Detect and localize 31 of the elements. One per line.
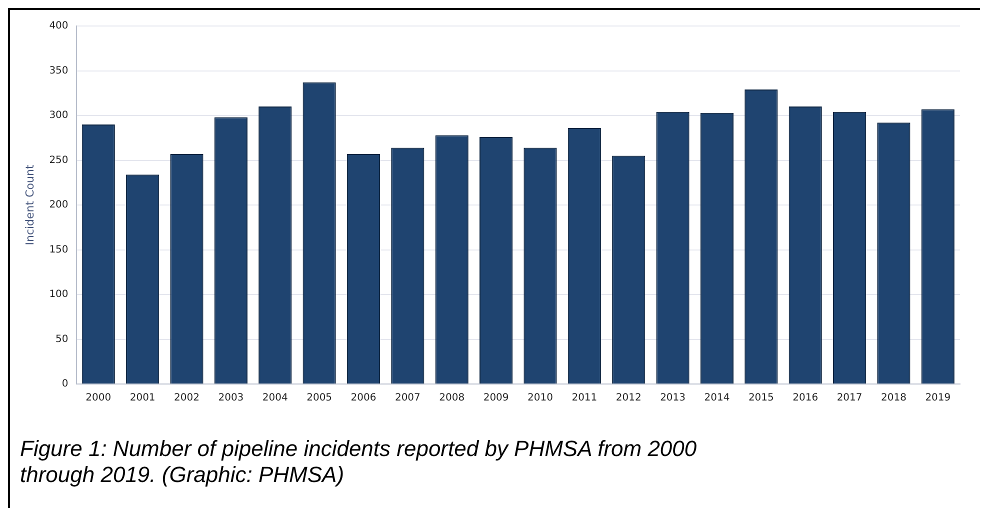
x-tick-label: 2007 [394, 392, 420, 404]
x-tick-label: 2018 [880, 392, 906, 404]
y-tick-label: 350 [49, 65, 68, 76]
y-tick-label: 300 [49, 110, 68, 122]
x-tick-label: 2017 [836, 392, 862, 404]
x-tick-label: 2011 [572, 392, 598, 404]
x-tick-label: 2012 [616, 392, 642, 404]
x-tick-label: 2005 [306, 392, 332, 404]
x-tick-label: 2004 [262, 392, 288, 404]
x-tick-label: 2014 [704, 392, 730, 404]
x-tick-label: 2006 [350, 392, 376, 404]
x-tick-label: 2015 [748, 392, 774, 404]
y-tick-label: 400 [49, 20, 68, 32]
y-tick-label: 150 [49, 244, 68, 256]
x-tick-label: 2010 [528, 392, 553, 404]
y-tick-label: 100 [49, 289, 68, 300]
x-tick-label: 2000 [86, 392, 112, 404]
x-tick-label: 2001 [130, 392, 156, 404]
x-tick-label: 2008 [439, 392, 465, 404]
x-tick-label: 2016 [792, 392, 818, 404]
y-tick-label: 200 [49, 200, 68, 211]
y-axis-title: Incident Count [23, 164, 36, 246]
caption: Figure 1: Number of pipeline incidents reported by PHMSA from 2000 through 2019. (Graphic: PHMSA) [20, 436, 698, 488]
x-tick-label: 2013 [660, 392, 686, 404]
x-tick-label: 2009 [483, 392, 509, 404]
x-tick-label: 2019 [925, 392, 951, 404]
y-tick-label: 50 [56, 334, 68, 345]
x-tick-label: 2002 [174, 392, 200, 404]
y-tick-label: 250 [49, 154, 68, 166]
x-tick-label: 2003 [218, 392, 244, 404]
y-tick-label: 0 [62, 378, 68, 390]
